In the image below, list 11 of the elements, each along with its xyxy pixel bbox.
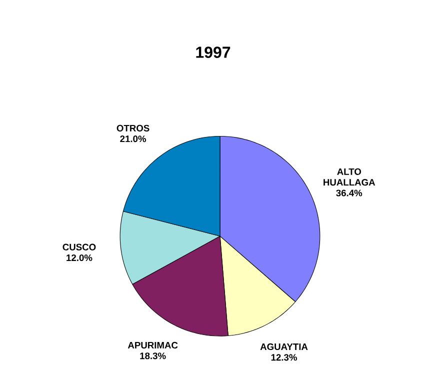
data-label: 12.3%: [271, 354, 298, 361]
chart-title: 1997: [196, 46, 230, 58]
slice-label: APURIMAC: [128, 342, 178, 349]
data-label: 21.0%: [120, 136, 146, 142]
slice-label: CUSCO: [62, 244, 96, 250]
slice-label: AGUAYTIA: [260, 343, 308, 350]
data-label: 18.3%: [140, 352, 166, 360]
data-label: 12.0%: [66, 254, 92, 262]
slice-label: OTROS: [116, 124, 150, 132]
slice-label: ALTO HUALLAGA: [324, 168, 376, 186]
data-label: 36.4%: [336, 190, 362, 196]
